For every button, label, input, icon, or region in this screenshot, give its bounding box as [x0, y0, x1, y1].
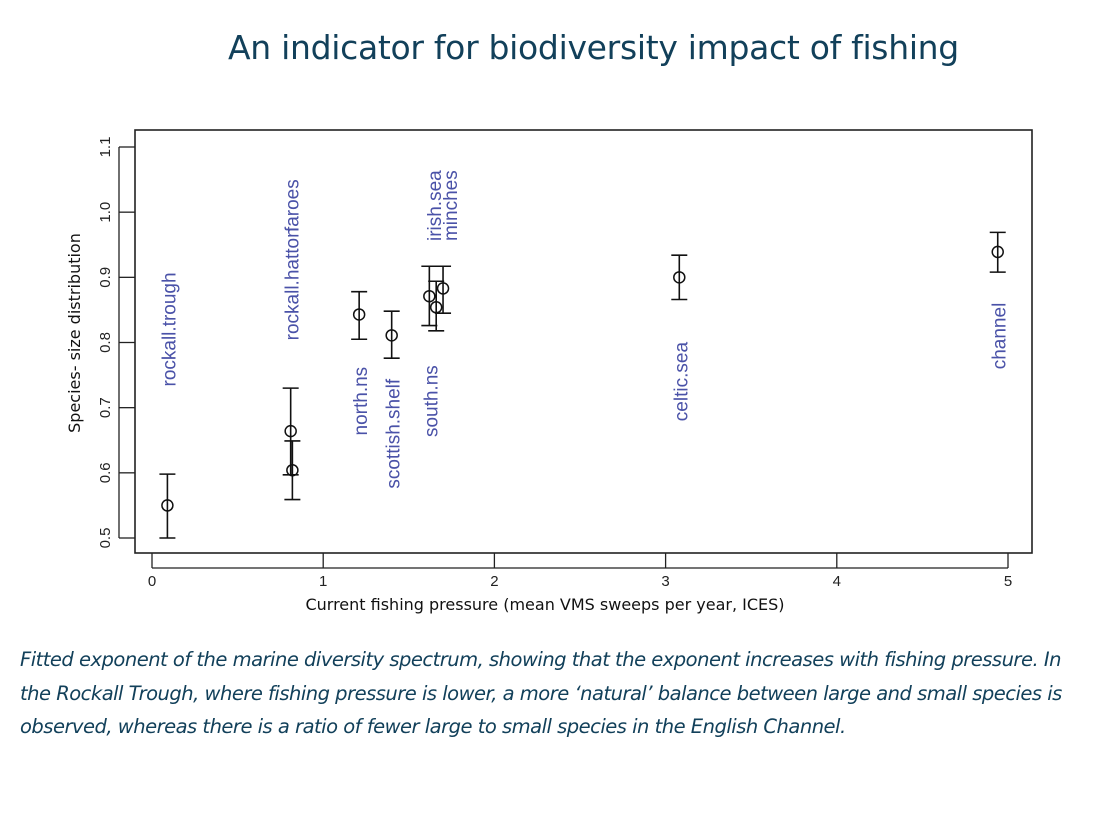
point-marker	[991, 245, 1004, 259]
y-tick-label: 0.5	[97, 528, 114, 549]
point-label: north.ns	[351, 367, 372, 436]
data-point-irish-sea	[428, 280, 445, 332]
y-tick-label: 1.1	[97, 137, 114, 158]
x-tick-label: 5	[1004, 573, 1012, 590]
point-label: scottish.shelf	[384, 378, 405, 489]
x-axis-title: Current fishing pressure (mean VMS sweep…	[305, 595, 784, 614]
data-point-south-ns	[421, 265, 438, 327]
plot-frame	[134, 129, 1033, 554]
point-label: channel	[990, 303, 1011, 370]
point-marker	[673, 271, 686, 284]
point-label: rockall.hatton	[283, 227, 304, 340]
figure-caption: Fitted exponent of the marine diversity …	[20, 648, 1062, 738]
data-point-celtic-sea	[671, 254, 688, 301]
x-tick-label: 1	[319, 573, 327, 590]
point-label: faroes	[283, 179, 304, 232]
data-point-minches	[435, 265, 452, 314]
x-tick-label: 2	[490, 573, 498, 590]
point-label: south.ns	[421, 365, 442, 437]
point-marker	[352, 308, 366, 321]
x-tick-label: 3	[661, 573, 669, 590]
data-point-north-ns	[351, 290, 368, 341]
y-tick-label: 0.9	[97, 267, 114, 288]
y-axis: 0.5 0.6 0.7 0.8 0.9 1.0 1.1	[97, 137, 135, 549]
point-marker	[385, 329, 398, 342]
point-label: minches	[441, 170, 462, 241]
y-tick-label: 1.0	[97, 202, 114, 223]
point-label: rockall.trough	[159, 272, 180, 386]
page-title: An indicator for biodiversity impact of …	[228, 28, 959, 67]
data-point-faroes	[284, 440, 301, 501]
y-tick-label: 0.8	[97, 332, 114, 353]
point-marker	[436, 282, 450, 295]
point-marker	[284, 424, 297, 438]
data-point-rockall-hatton	[282, 387, 299, 476]
point-label: celtic.sea	[671, 342, 692, 422]
data-point-rockall-trough	[159, 473, 176, 539]
x-axis: 0 1 2 3 4 5	[148, 553, 1012, 590]
data-points	[159, 231, 1006, 539]
y-axis-title: Species- size distribution	[65, 233, 84, 433]
point-marker	[161, 499, 174, 512]
point-marker	[286, 463, 299, 477]
data-point-channel	[989, 231, 1006, 273]
data-point-scottish-shelf	[383, 310, 400, 359]
point-marker	[423, 289, 436, 303]
point-label: irish.sea	[425, 170, 446, 241]
y-tick-label: 0.6	[97, 462, 114, 483]
x-tick-label: 0	[148, 573, 156, 590]
scatter-chart: 0.5 0.6 0.7 0.8 0.9 1.0 1.1 0 1 2 3 4 5 rockall.tro…	[65, 129, 1033, 614]
x-tick-label: 4	[833, 573, 841, 590]
y-tick-label: 0.7	[97, 397, 114, 418]
